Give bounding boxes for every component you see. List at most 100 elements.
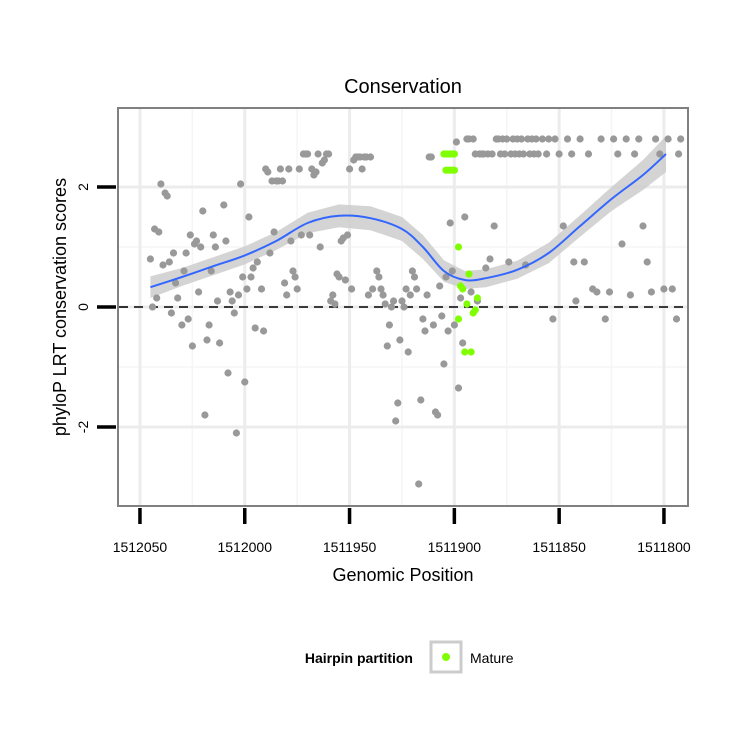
point-other <box>220 201 228 209</box>
point-other <box>153 294 161 302</box>
point-other <box>563 135 572 143</box>
point-other <box>532 135 540 143</box>
point-other <box>660 285 668 293</box>
point-other <box>287 237 295 245</box>
point-other <box>486 255 494 263</box>
point-other <box>348 285 356 293</box>
point-other <box>452 138 460 146</box>
point-other <box>469 135 477 143</box>
point-other <box>257 285 266 293</box>
point-other <box>652 135 660 143</box>
point-other <box>448 267 456 275</box>
smooth-confidence-band <box>150 136 666 298</box>
point-other <box>639 222 647 230</box>
y-axis-label: phyloP LRT conservation scores <box>50 178 70 436</box>
point-other <box>249 264 257 272</box>
point-other <box>335 273 343 281</box>
point-other <box>406 291 414 299</box>
x-tick-label: 1511850 <box>532 539 586 555</box>
point-other <box>635 135 643 143</box>
point-other <box>377 285 385 293</box>
point-other <box>297 231 305 239</box>
y-axis: -2 0 2 <box>75 183 116 433</box>
point-other <box>404 348 412 356</box>
point-other <box>203 336 211 344</box>
x-tick-label: 1512000 <box>217 539 272 555</box>
point-other <box>385 321 393 329</box>
point-other <box>197 243 205 251</box>
point-other <box>331 300 339 308</box>
point-other <box>647 288 656 296</box>
point-other <box>419 315 427 323</box>
point-other <box>247 273 255 281</box>
point-other <box>289 267 297 275</box>
point-other <box>467 288 475 296</box>
point-other <box>580 258 588 266</box>
point-other <box>668 285 676 293</box>
point-other <box>304 150 312 158</box>
point-other <box>438 312 446 320</box>
x-tick-label: 1511900 <box>428 539 482 555</box>
point-other <box>369 285 377 293</box>
point-other <box>429 321 437 329</box>
point-other <box>576 135 584 143</box>
point-other <box>237 180 245 188</box>
plot-panel <box>117 107 689 507</box>
point-other <box>159 261 167 269</box>
point-other <box>675 150 683 158</box>
point-other <box>163 192 171 200</box>
point-other <box>232 429 240 437</box>
point-other <box>549 315 557 323</box>
point-other <box>188 342 196 350</box>
point-other <box>213 297 222 305</box>
point-other <box>343 231 352 239</box>
point-other <box>434 411 442 419</box>
point-other <box>148 303 157 311</box>
point-other <box>222 237 230 245</box>
point-other <box>243 285 251 293</box>
point-other <box>306 231 314 239</box>
point-other <box>201 411 209 419</box>
point-other <box>180 267 188 275</box>
point-other <box>165 258 173 266</box>
point-other <box>209 231 217 239</box>
point-other <box>228 297 236 305</box>
point-other <box>157 180 165 188</box>
point-other <box>230 309 238 317</box>
point-mature <box>463 300 471 308</box>
legend-title: Hairpin partition <box>305 650 413 666</box>
point-other <box>178 321 186 329</box>
point-other <box>593 288 601 296</box>
point-other <box>446 219 454 227</box>
point-other <box>417 396 425 404</box>
point-other <box>383 342 391 350</box>
point-other <box>295 165 303 173</box>
point-other <box>394 399 402 407</box>
point-other <box>207 267 215 275</box>
x-axis: 1512050 1512000 1511950 1511900 1511850 15118… <box>113 508 691 555</box>
point-other <box>276 165 284 173</box>
point-other <box>381 300 389 308</box>
point-other <box>364 291 372 299</box>
point-other <box>172 279 180 287</box>
point-other <box>182 249 190 257</box>
point-other <box>195 288 203 296</box>
point-other <box>421 327 429 335</box>
point-other <box>543 150 551 158</box>
point-other <box>400 303 408 311</box>
legend-entry-mature: Mature <box>470 650 514 666</box>
point-mature <box>473 294 481 302</box>
point-other <box>146 255 154 263</box>
point-other <box>597 135 605 143</box>
point-other <box>281 279 289 287</box>
point-other <box>211 243 219 251</box>
point-other <box>398 297 406 305</box>
point-other <box>224 369 232 377</box>
point-other <box>605 288 614 296</box>
point-other <box>199 207 207 215</box>
point-mature <box>467 348 475 356</box>
point-other <box>672 315 681 323</box>
point-other <box>584 150 593 158</box>
point-other <box>379 291 387 299</box>
